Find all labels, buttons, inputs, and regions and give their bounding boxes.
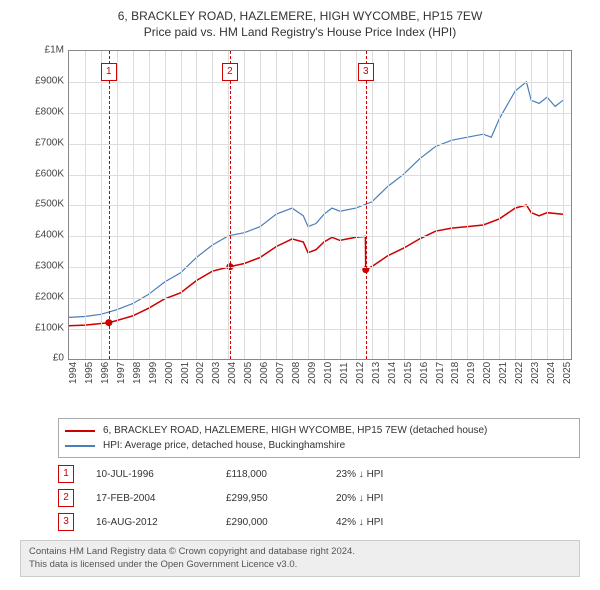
x-tick-label: 2002: [195, 372, 206, 384]
x-tick-label: 1995: [84, 372, 95, 384]
x-tick-label: 2006: [259, 372, 270, 384]
x-tick-label: 2016: [419, 372, 430, 384]
x-tick-label: 2013: [371, 372, 382, 384]
y-tick-label: £400K: [24, 230, 64, 241]
x-tick-label: 2008: [291, 372, 302, 384]
y-tick-label: £800K: [24, 106, 64, 117]
y-tick-label: £700K: [24, 137, 64, 148]
y-tick-label: £1M: [24, 45, 64, 56]
x-tick-label: 2000: [164, 372, 175, 384]
event-row-1: 1 10-JUL-1996 £118,000 23% ↓ HPI: [58, 462, 580, 486]
x-tick-label: 2025: [562, 372, 573, 384]
legend-swatch-property: [65, 430, 95, 432]
y-tick-label: £100K: [24, 322, 64, 333]
x-tick-label: 2020: [482, 372, 493, 384]
event-price-2: £299,950: [226, 493, 336, 504]
x-tick-label: 2007: [275, 372, 286, 384]
x-tick-label: 1996: [100, 372, 111, 384]
chart-marker: 1: [101, 63, 117, 81]
y-tick-label: £0: [24, 353, 64, 364]
x-tick-label: 2018: [450, 372, 461, 384]
event-delta-2: 20% ↓ HPI: [336, 493, 383, 504]
x-tick-label: 1997: [116, 372, 127, 384]
event-num-3: 3: [58, 513, 74, 531]
chart-container: 6, BRACKLEY ROAD, HAZLEMERE, HIGH WYCOMB…: [0, 0, 600, 590]
footer-line1: Contains HM Land Registry data © Crown c…: [29, 546, 571, 558]
x-tick-label: 2014: [387, 372, 398, 384]
event-row-2: 2 17-FEB-2004 £299,950 20% ↓ HPI: [58, 486, 580, 510]
y-tick-label: £500K: [24, 199, 64, 210]
x-tick-label: 2023: [530, 372, 541, 384]
x-tick-label: 2024: [546, 372, 557, 384]
x-tick-label: 1999: [148, 372, 159, 384]
footer-line2: This data is licensed under the Open Gov…: [29, 559, 571, 571]
legend-label-property: 6, BRACKLEY ROAD, HAZLEMERE, HIGH WYCOMB…: [103, 423, 487, 438]
footer: Contains HM Land Registry data © Crown c…: [20, 540, 580, 577]
event-date-1: 10-JUL-1996: [96, 469, 226, 480]
event-delta-3: 42% ↓ HPI: [336, 517, 383, 528]
legend-row-property: 6, BRACKLEY ROAD, HAZLEMERE, HIGH WYCOMB…: [65, 423, 573, 438]
chart-area: 1 2 3 £0 £100K £200K £300K £400K £500K £600K £700…: [20, 42, 580, 412]
x-tick-label: 2009: [307, 372, 318, 384]
x-tick-label: 2012: [355, 372, 366, 384]
event-price-3: £290,000: [226, 517, 336, 528]
legend-row-hpi: HPI: Average price, detached house, Buck…: [65, 438, 573, 453]
y-tick-label: £600K: [24, 168, 64, 179]
title-line2: Price paid vs. HM Land Registry's House …: [10, 24, 590, 40]
x-tick-label: 1998: [132, 372, 143, 384]
x-tick-label: 2015: [403, 372, 414, 384]
plot: 1 2 3: [68, 50, 572, 360]
x-tick-label: 2017: [435, 372, 446, 384]
y-tick-label: £900K: [24, 76, 64, 87]
event-num-2: 2: [58, 489, 74, 507]
event-date-2: 17-FEB-2004: [96, 493, 226, 504]
x-tick-label: 2004: [227, 372, 238, 384]
legend: 6, BRACKLEY ROAD, HAZLEMERE, HIGH WYCOMB…: [58, 418, 580, 458]
x-tick-label: 2022: [514, 372, 525, 384]
event-num-1: 1: [58, 465, 74, 483]
events-table: 1 10-JUL-1996 £118,000 23% ↓ HPI 2 17-FE…: [58, 462, 580, 534]
title-line1: 6, BRACKLEY ROAD, HAZLEMERE, HIGH WYCOMB…: [10, 8, 590, 24]
x-tick-label: 2011: [339, 372, 350, 384]
chart-marker: 2: [222, 63, 238, 81]
y-tick-label: £200K: [24, 291, 64, 302]
x-tick-label: 2019: [466, 372, 477, 384]
chart-marker: 3: [358, 63, 374, 81]
x-tick-label: 1994: [68, 372, 79, 384]
event-date-3: 16-AUG-2012: [96, 517, 226, 528]
legend-swatch-hpi: [65, 445, 95, 447]
title-block: 6, BRACKLEY ROAD, HAZLEMERE, HIGH WYCOMB…: [10, 8, 590, 40]
legend-label-hpi: HPI: Average price, detached house, Buck…: [103, 438, 345, 453]
event-row-3: 3 16-AUG-2012 £290,000 42% ↓ HPI: [58, 510, 580, 534]
event-price-1: £118,000: [226, 469, 336, 480]
x-tick-label: 2001: [180, 372, 191, 384]
y-tick-label: £300K: [24, 260, 64, 271]
x-tick-label: 2021: [498, 372, 509, 384]
x-tick-label: 2005: [243, 372, 254, 384]
event-delta-1: 23% ↓ HPI: [336, 469, 383, 480]
x-tick-label: 2003: [211, 372, 222, 384]
x-tick-label: 2010: [323, 372, 334, 384]
